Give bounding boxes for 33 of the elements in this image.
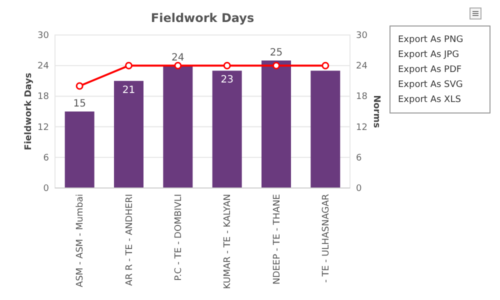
bar [64,112,94,188]
data-label: 25 [270,48,283,58]
y-tick-label: 0 [43,184,50,194]
y-tick-label: 24 [38,62,50,72]
y-tick-label: 6 [43,153,50,164]
y2-tick-label: 24 [356,62,368,72]
data-label: 15 [73,98,86,110]
x-tick-label: - TE - ULHASNAGAR [321,194,332,283]
y-tick-label: 18 [38,92,50,102]
bar [114,80,144,188]
bar [262,60,291,188]
chart-title: Fieldwork Days [150,11,254,25]
x-tick-label: ASM - ASM - Mumbai [76,194,86,288]
x-tick-label: AR R - TE - ANDHERI [124,194,135,286]
y-axis-title: Fieldwork Days [24,72,34,150]
y2-tick-label: 6 [356,153,362,164]
bar [310,70,340,188]
x-tick-label: KUMAR - TE - KALYAN [223,194,234,289]
y2-axis-title: Norms [371,95,381,128]
y2-tick-label: 30 [356,31,368,41]
data-label: 21 [122,84,136,96]
y-tick-label: 30 [38,31,50,41]
y2-tick-label: 12 [356,122,368,133]
y2-tick-label: 0 [356,184,362,194]
x-tick-label: P.C - TE - DOMBIVLI [174,194,184,281]
data-label: 24 [172,52,184,64]
y-tick-label: 12 [38,122,49,133]
export-menu: Export As PNG Export As JPG Export As PDF Export As SVG Export As XLS [390,26,490,114]
bar [212,70,242,188]
bar [163,66,193,188]
x-tick-label: NDEEP - TE - THANE [272,194,282,284]
y2-tick-label: 18 [356,92,368,102]
data-label: 23 [220,74,234,86]
